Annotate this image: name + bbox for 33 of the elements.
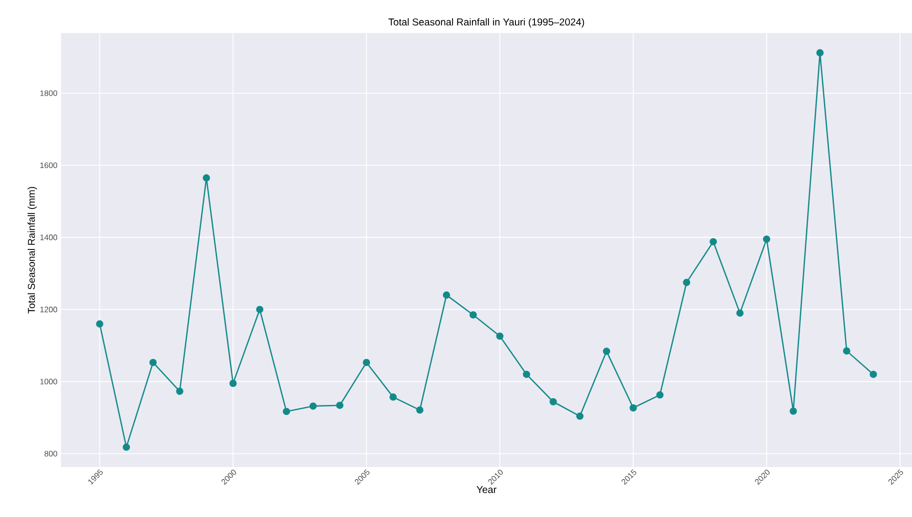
- point: [336, 402, 344, 409]
- point: [496, 332, 504, 340]
- point: [96, 320, 104, 328]
- point: [602, 348, 610, 355]
- point: [682, 278, 690, 286]
- point: [416, 406, 424, 414]
- point: [870, 370, 877, 378]
- point: [389, 393, 397, 401]
- point: [149, 358, 157, 366]
- point: [256, 306, 264, 314]
- point: [442, 291, 450, 299]
- point: [790, 407, 797, 415]
- point: [470, 311, 477, 319]
- point: [816, 49, 824, 56]
- chart-title: Total Seasonal Rainfall in Yauri (1995–2024): [388, 18, 584, 28]
- point: [309, 402, 317, 410]
- point: [229, 380, 237, 388]
- point: [122, 444, 130, 451]
- point: [202, 174, 210, 182]
- point: [176, 388, 184, 395]
- point: [630, 404, 637, 412]
- point: [843, 347, 850, 355]
- point: [656, 391, 664, 399]
- point: [282, 408, 290, 416]
- point: [576, 412, 584, 420]
- point: [362, 358, 370, 366]
- y-axis-title: Total Seasonal Rainfall (mm): [28, 186, 37, 314]
- point: [550, 398, 557, 406]
- point: [522, 370, 530, 378]
- point: [736, 309, 744, 317]
- x-axis-title: Year: [476, 486, 496, 494]
- point: [710, 238, 717, 246]
- point: [762, 236, 770, 243]
